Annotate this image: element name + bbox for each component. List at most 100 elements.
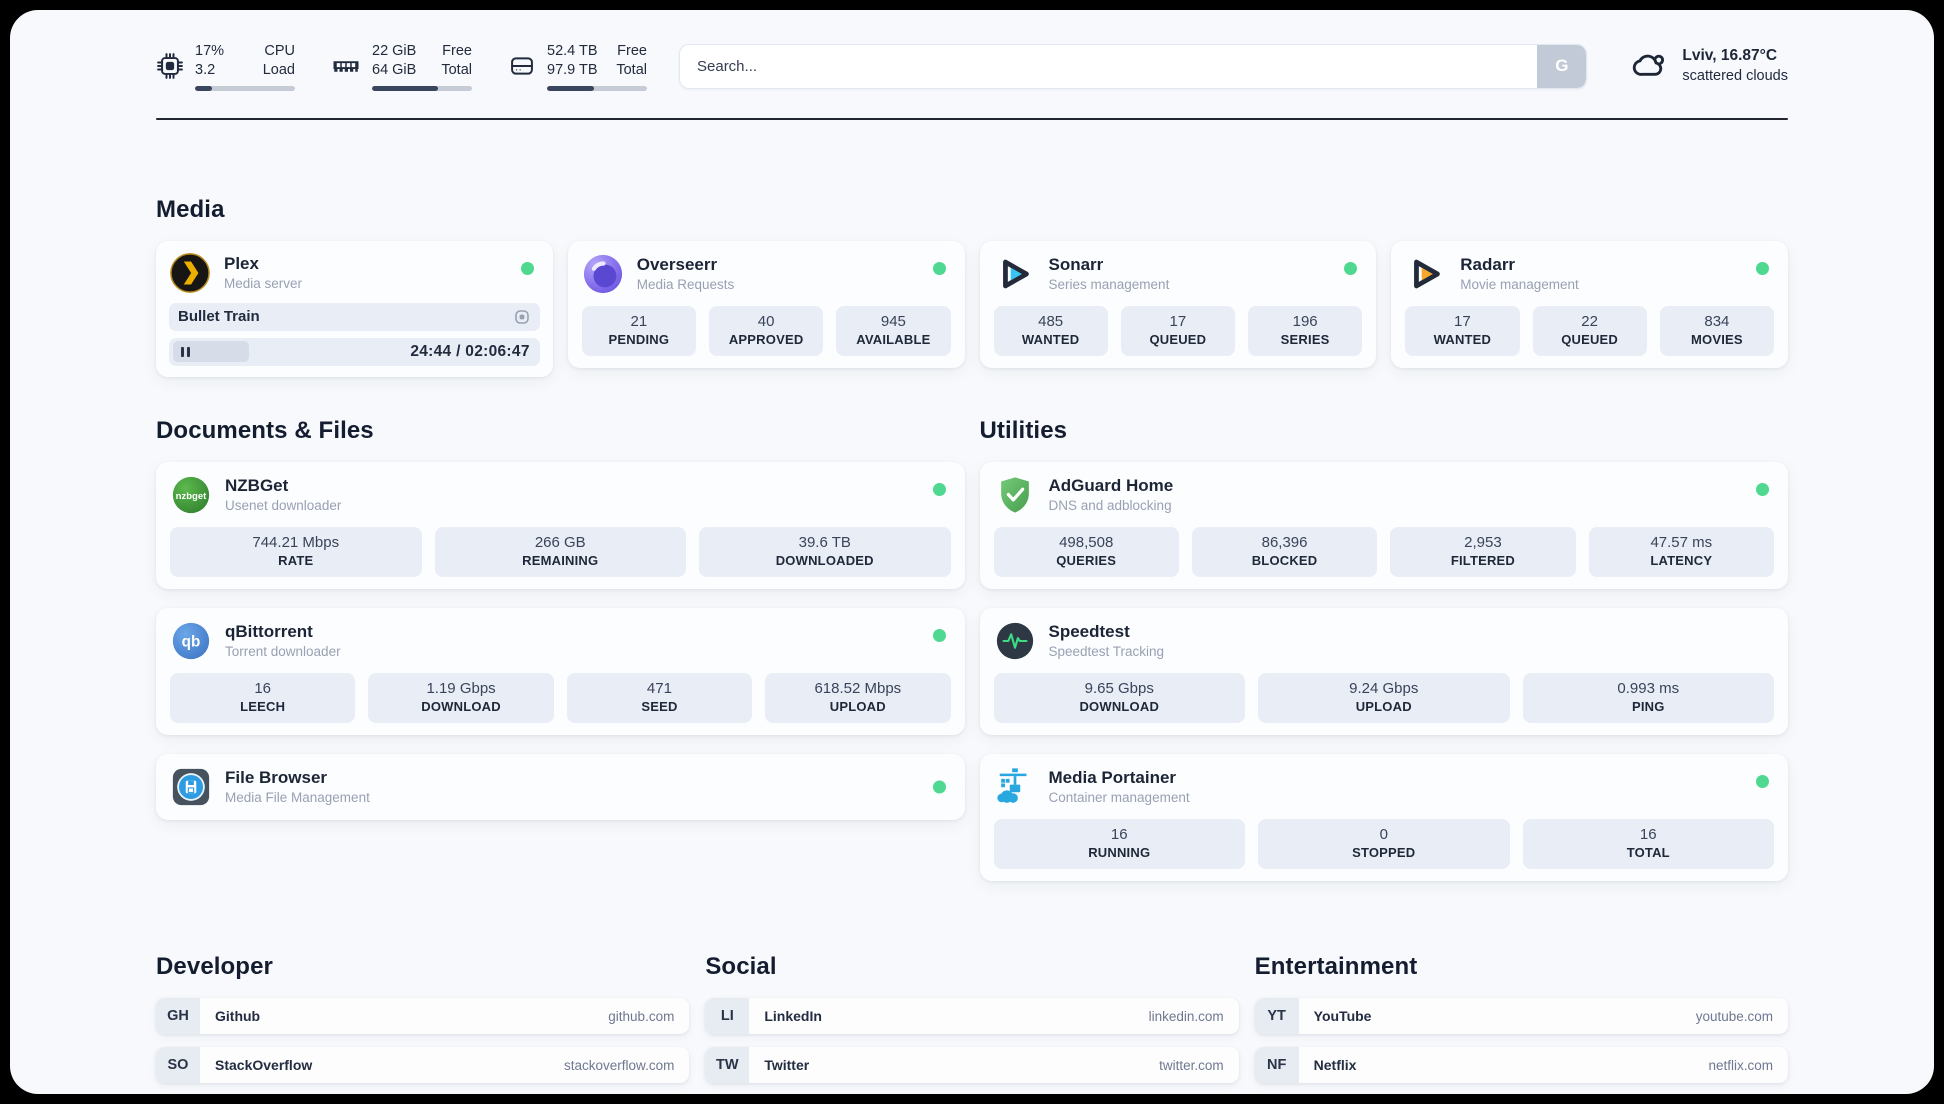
app-name: File Browser [225,768,328,788]
memory-total-value: 64 GiB [372,61,417,78]
bookmark-abbr: GH [156,998,200,1035]
playback-time: 24:44 / 02:06:47 [410,342,530,360]
app-card-overseerr[interactable]: Overseerr Media Requests 21 PENDING 40 A… [567,240,965,368]
cloud-icon [1631,45,1669,88]
stat-value: 22 [1581,312,1598,330]
bookmark-linkedin[interactable]: LI LinkedIn linkedin.com [705,998,1239,1035]
weather-location: Lviv, 16.87°C [1682,47,1778,65]
bookmark-abbr: NF [1254,1047,1299,1084]
stat-upload: 618.52 Mbps UPLOAD [765,672,951,723]
stat-value: 744.21 Mbps [252,533,340,551]
bookmark-github[interactable]: GH Github github.com [156,998,690,1035]
stat-value: 0.993 ms [1617,679,1680,697]
section-title-social: Social [705,953,777,981]
stat-value: 618.52 Mbps [814,679,902,697]
disk-metric: 52.4 TB Free 97.9 TB Total [508,42,647,91]
cpu-metric: 17% CPU 3.2 Load [156,42,295,91]
bookmark-name: StackOverflow [215,1057,313,1074]
stat-label: BLOCKED [1251,552,1318,568]
stat-value: 266 GB [534,533,586,551]
bookmark-url: netflix.com [1708,1057,1773,1073]
system-metrics: 17% CPU 3.2 Load [156,42,647,91]
stat-latency: 47.57 ms LATENCY [1588,526,1774,577]
app-card-sonarr[interactable]: Sonarr Series management 485 WANTED 17 Q… [979,240,1377,368]
weather-condition: scattered clouds [1682,68,1788,85]
section-title-utilities: Utilities [979,416,1068,444]
stat-value: 40 [757,312,775,330]
app-card-adguard[interactable]: AdGuard Home DNS and adblocking 498,508 … [979,461,1788,589]
app-name: Speedtest [1048,621,1130,641]
status-online-dot [520,261,534,275]
stat-label: QUEUED [1149,331,1207,347]
app-card-portainer[interactable]: Media Portainer Container management 16 … [979,753,1788,882]
stat-label: DOWNLOAD [1079,699,1160,715]
app-card-radarr[interactable]: Radarr Movie management 17 WANTED 22 QUE… [1391,240,1788,368]
section-title-media: Media [156,195,225,223]
stat-upload: 9.24 Gbps UPLOAD [1258,672,1510,723]
bookmark-name: Github [215,1008,261,1025]
nzbget-icon: nzbget [170,474,212,516]
stat-downloaded: 39.6 TB DOWNLOADED [699,526,951,577]
app-name: Media Portainer [1048,768,1177,788]
cpu-usage-label: CPU [264,43,295,59]
stat-queries: 498,508 QUERIES [993,526,1179,577]
app-card-speedtest[interactable]: Speedtest Speedtest Tracking 9.65 Gbps D… [979,607,1788,735]
stat-label: PENDING [608,331,670,347]
app-desc: Media File Management [225,790,370,806]
stat-label: SEED [641,699,678,715]
bookmark-stackoverflow[interactable]: SO StackOverflow stackoverflow.com [156,1047,690,1084]
stat-value: 2,953 [1464,533,1502,551]
stat-leech: 16 LEECH [170,672,356,723]
search-engine-button[interactable]: G [1537,44,1587,88]
bookmark-group-developer: Developer GH Github github.com SO StackO… [156,953,690,1094]
status-online-dot [932,261,946,275]
disk-total-value: 97.9 TB [547,61,598,78]
status-online-dot [932,628,946,642]
app-card-plex[interactable]: Plex Media server Bullet Train 24:44 / 0… [156,240,553,377]
bookmark-group-entertainment: Entertainment YT YouTube youtube.com NF … [1254,953,1788,1094]
memory-progress-fill [372,85,438,91]
bookmark-netflix[interactable]: NF Netflix netflix.com [1254,1047,1788,1084]
app-card-nzbget[interactable]: nzbget NZBGet Usenet downloader 744.21 M… [156,461,965,589]
bookmark-name: Netflix [1313,1057,1357,1074]
stat-label: LATENCY [1650,552,1713,568]
media-target-icon[interactable] [513,308,531,326]
svg-text:nzbget: nzbget [176,491,208,502]
bookmark-youtube[interactable]: YT YouTube youtube.com [1254,998,1788,1035]
app-card-filebrowser[interactable]: File Browser Media File Management [156,753,965,820]
stat-available: 945 AVAILABLE [836,305,951,356]
pause-button[interactable] [173,341,249,363]
memory-progress-bar [372,85,472,91]
stat-value: 9.65 Gbps [1084,679,1154,697]
bookmark-abbr: LI [705,998,750,1035]
app-card-qbittorrent[interactable]: qb qBittorrent Torrent downloader 16 LEE… [156,607,965,735]
bookmark-url: youtube.com [1695,1008,1773,1024]
cpu-load-label: Load [262,61,295,78]
stat-download: 9.65 Gbps DOWNLOAD [993,672,1245,723]
stat-label: SERIES [1280,331,1330,347]
stat-label: AVAILABLE [856,331,931,347]
stat-value: 0 [1379,825,1388,843]
stat-value: 16 [254,679,272,697]
bookmark-url: linkedin.com [1148,1008,1224,1024]
overseerr-icon [582,253,624,295]
app-name: Radarr [1460,254,1516,274]
stat-value: 945 [880,312,906,330]
app-desc: DNS and adblocking [1048,498,1172,514]
bookmark-group-social: Social LI LinkedIn linkedin.com TW Twitt… [705,953,1239,1084]
stat-rate: 744.21 Mbps RATE [170,526,422,577]
bookmark-name: LinkedIn [764,1008,822,1025]
search-input[interactable] [680,44,1538,88]
radarr-icon [1405,253,1447,295]
memory-metric: 22 GiB Free 64 GiB Total [331,42,472,91]
app-desc: Series management [1048,277,1170,293]
stat-queued: 22 QUEUED [1532,305,1647,356]
stat-value: 9.24 Gbps [1349,679,1419,697]
stat-label: QUERIES [1056,552,1117,568]
portainer-icon [994,766,1036,808]
app-name: Overseerr [636,254,718,274]
bookmark-twitter[interactable]: TW Twitter twitter.com [705,1047,1239,1084]
stat-label: APPROVED [728,331,804,347]
stat-label: LEECH [240,699,286,715]
disk-total-label: Total [616,61,647,78]
